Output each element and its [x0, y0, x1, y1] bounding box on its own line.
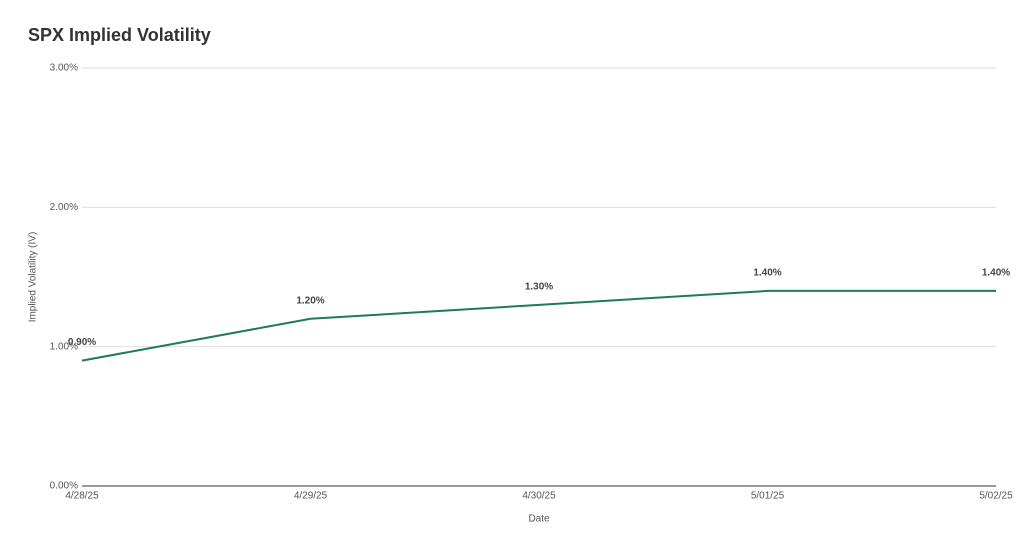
x-tick-label: 4/29/25	[294, 491, 328, 502]
x-tick-label: 4/30/25	[522, 491, 556, 502]
x-tick-label: 5/02/25	[979, 491, 1013, 502]
y-tick-label: 0.00%	[50, 481, 78, 492]
data-label: 0.90%	[68, 337, 96, 348]
data-label: 1.30%	[525, 282, 553, 293]
x-tick-label: 5/01/25	[751, 491, 785, 502]
y-tick-label: 3.00%	[50, 63, 78, 74]
x-axis-title: Date	[528, 514, 550, 525]
line	[81, 289, 996, 362]
data-label: 1.40%	[982, 268, 1010, 279]
y-tick-label: 1.00%	[50, 341, 78, 352]
x-tick-label: 4/28/25	[65, 491, 99, 502]
data-label: 1.20%	[296, 295, 324, 306]
y-axis-title: Implied Volatility (IV)	[28, 232, 39, 323]
data-label: 1.40%	[753, 268, 781, 279]
chart-title: SPX Implied Volatility	[28, 25, 211, 45]
y-tick-label: 2.00%	[50, 202, 78, 213]
